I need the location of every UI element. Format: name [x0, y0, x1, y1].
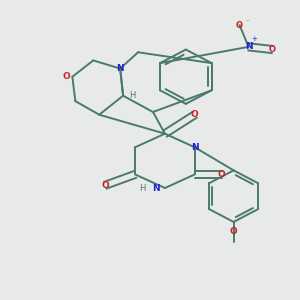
Text: N: N	[191, 143, 199, 152]
Text: O: O	[230, 227, 238, 236]
Text: H: H	[139, 184, 146, 193]
Text: N: N	[152, 184, 160, 193]
Text: O: O	[218, 170, 226, 179]
Text: O: O	[101, 181, 109, 190]
Text: O: O	[236, 21, 243, 30]
Text: +: +	[252, 36, 257, 42]
Text: O: O	[62, 72, 70, 81]
Text: H: H	[129, 91, 135, 100]
Text: O: O	[269, 45, 276, 54]
Text: N: N	[116, 64, 124, 73]
Text: ⁻: ⁻	[245, 19, 249, 25]
Text: N: N	[245, 42, 252, 51]
Text: O: O	[191, 110, 199, 119]
